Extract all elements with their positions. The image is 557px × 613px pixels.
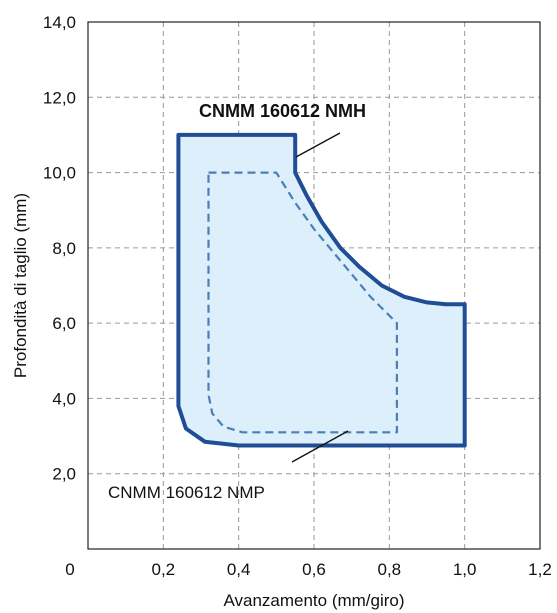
x-tick-label: 0,4 <box>227 560 251 579</box>
x-axis-label: Avanzamento (mm/giro) <box>223 591 404 610</box>
y-tick-label: 8,0 <box>52 239 76 258</box>
y-axis-label: Profondità di taglio (mm) <box>11 193 30 378</box>
annotation-nmh-label: CNMM 160612 NMH <box>199 101 366 121</box>
annotation-nmh-leader <box>295 132 341 158</box>
y-tick-label: 10,0 <box>43 164 76 183</box>
axis-layer: 0 0,2 0,4 0,6 0,8 1,0 1,2 2,0 4,0 6,0 8,0 10,0 12,0 1… <box>43 13 552 579</box>
plot-frame <box>87 21 541 550</box>
x-tick-label: 0 <box>65 560 74 579</box>
y-tick-label: 4,0 <box>52 389 76 408</box>
x-tick-label: 1,2 <box>528 560 552 579</box>
annotation-nmp-label: CNMM 160612 NMP <box>108 483 265 502</box>
y-tick-label: 2,0 <box>52 465 76 484</box>
x-tick-label: 0,6 <box>302 560 326 579</box>
x-tick-label: 0,2 <box>152 560 176 579</box>
series-nmh-region <box>176 132 467 448</box>
series-layer <box>176 132 467 448</box>
series-nmp-region <box>207 171 398 434</box>
annotation-layer: CNMM 160612 NMH CNMM 160612 NMP <box>108 101 366 502</box>
x-tick-label: 0,8 <box>378 560 402 579</box>
y-tick-label: 6,0 <box>52 314 76 333</box>
y-tick-label: 12,0 <box>43 88 76 107</box>
x-tick-label: 1,0 <box>453 560 477 579</box>
y-tick-label: 14,0 <box>43 13 76 32</box>
annotation-nmp-leader <box>291 430 349 463</box>
